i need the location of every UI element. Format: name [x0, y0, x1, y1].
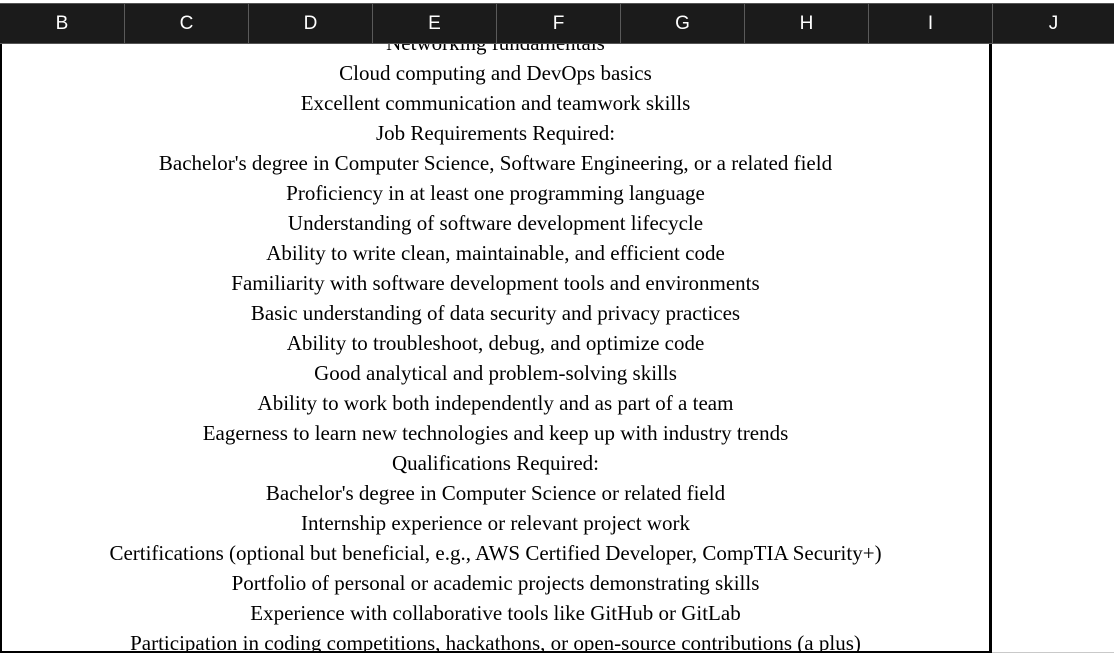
- empty-cell-j[interactable]: [992, 44, 1114, 653]
- cell-text-line: Job Requirements Required:: [375, 121, 616, 145]
- cell-text-line: Networking fundamentals: [2, 44, 989, 58]
- cell-text-line: Qualifications Required:: [391, 451, 600, 475]
- cell-text-line: Basic understanding of data security and…: [250, 301, 741, 325]
- cell-text-line: Understanding of software development li…: [287, 211, 704, 235]
- cell-text-line: Excellent communication and teamwork ski…: [300, 91, 691, 115]
- cell-text-line: Eagerness to learn new technologies and …: [202, 421, 789, 445]
- cell-text-lines: Networking fundamentals Cloud computing …: [2, 44, 989, 653]
- cell-text-line: Ability to troubleshoot, debug, and opti…: [286, 331, 705, 355]
- cell-text-line: Bachelor's degree in Computer Science, S…: [158, 151, 833, 175]
- column-header-i[interactable]: I: [869, 4, 993, 43]
- cell-text-line: Ability to write clean, maintainable, an…: [266, 241, 725, 265]
- column-header-d[interactable]: D: [249, 4, 373, 43]
- cell-text-line: Ability to work both independently and a…: [257, 391, 734, 415]
- column-header-e[interactable]: E: [373, 4, 497, 43]
- cell-text-line: Cloud computing and DevOps basics: [339, 61, 652, 85]
- column-header-c[interactable]: C: [125, 4, 249, 43]
- column-header-h[interactable]: H: [745, 4, 869, 43]
- cell-text-line: Proficiency in at least one programming …: [286, 181, 705, 205]
- cell-text-line: Certifications (optional but beneficial,…: [109, 541, 882, 565]
- cell-text-line: Internship experience or relevant projec…: [301, 511, 690, 535]
- cell-text-line: Familiarity with software development to…: [231, 271, 760, 295]
- column-header-g[interactable]: G: [621, 4, 745, 43]
- column-header-f[interactable]: F: [497, 4, 621, 43]
- cell-grid: Networking fundamentals Cloud computing …: [0, 44, 1114, 655]
- cell-text-line: Bachelor's degree in Computer Science or…: [265, 481, 726, 505]
- column-header-b[interactable]: B: [0, 4, 125, 43]
- cell-text-line: Good analytical and problem-solving skil…: [314, 361, 677, 385]
- cell-text-line: Experience with collaborative tools like…: [250, 601, 741, 625]
- column-header-j[interactable]: J: [1048, 12, 1059, 34]
- column-header-row: B C D E F G H I J: [0, 3, 1114, 44]
- cell-text-line: Participation in coding competitions, ha…: [130, 631, 861, 653]
- merged-text-cell[interactable]: Networking fundamentals Cloud computing …: [0, 44, 992, 653]
- cell-text-line: Portfolio of personal or academic projec…: [231, 571, 760, 595]
